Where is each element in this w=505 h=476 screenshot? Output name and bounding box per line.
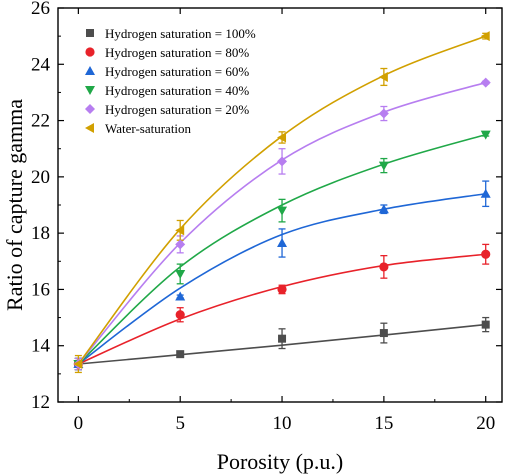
data-point [480, 77, 491, 88]
data-point [481, 320, 490, 329]
axes: 0 5 10 15 20 12 14 16 18 20 22 24 26 [31, 0, 503, 434]
data-point [73, 359, 83, 370]
data-point [277, 237, 288, 247]
legend-marker-5 [85, 104, 95, 114]
data-point [175, 239, 186, 250]
data-point [481, 249, 491, 259]
legend-label-2: Hydrogen saturation = 80% [105, 45, 249, 60]
legend-marker-3 [85, 66, 95, 75]
data-point [277, 206, 288, 216]
x-axis-label: Porosity (p.u.) [217, 449, 344, 474]
y-tick-label: 12 [31, 392, 50, 413]
legend-label-1: Hydrogen saturation = 100% [105, 26, 256, 41]
data-point [175, 269, 186, 279]
y-tick-label: 16 [31, 279, 50, 300]
data-point [379, 329, 388, 338]
y-tick-label: 24 [31, 54, 51, 75]
fit-curve-5 [77, 81, 486, 365]
x-tick-label: 15 [374, 413, 393, 434]
x-tick-label: 20 [476, 413, 495, 434]
data-point [175, 310, 185, 320]
legend-marker-1 [86, 29, 94, 37]
data-point [480, 130, 491, 140]
data-markers [73, 31, 491, 370]
data-point [277, 156, 288, 167]
data-point [480, 188, 491, 198]
data-point [176, 350, 185, 359]
data-point [277, 132, 287, 143]
y-tick-label: 22 [31, 111, 50, 132]
legend-marker-6 [85, 123, 94, 133]
x-tick-label: 5 [175, 413, 185, 434]
legend-marker-2 [85, 47, 95, 57]
y-tick-label: 18 [31, 223, 50, 244]
legend-label-5: Hydrogen saturation = 20% [105, 102, 249, 117]
legend-label-3: Hydrogen saturation = 60% [105, 64, 249, 79]
x-tick-label: 0 [74, 413, 84, 434]
data-point [379, 262, 389, 272]
y-tick-label: 26 [31, 0, 50, 19]
y-tick-label: 20 [31, 167, 50, 188]
data-point [378, 71, 388, 82]
legend-label-4: Hydrogen saturation = 40% [105, 83, 249, 98]
data-point [175, 225, 185, 236]
data-point [277, 284, 287, 295]
data-point [278, 334, 287, 343]
data-point [175, 291, 186, 301]
y-tick-label: 14 [31, 336, 51, 357]
legend: Hydrogen saturation = 100% Hydrogen satur… [85, 26, 256, 136]
data-point [378, 108, 389, 119]
data-point [480, 31, 490, 42]
legend-marker-4 [85, 86, 95, 95]
data-point [378, 204, 389, 214]
x-tick-label: 10 [273, 413, 292, 434]
y-axis-label: Ratio of capture gamma [2, 99, 27, 311]
fit-curve-6 [77, 35, 486, 365]
legend-label-6: Water-saturation [105, 121, 192, 136]
data-point [378, 161, 389, 171]
